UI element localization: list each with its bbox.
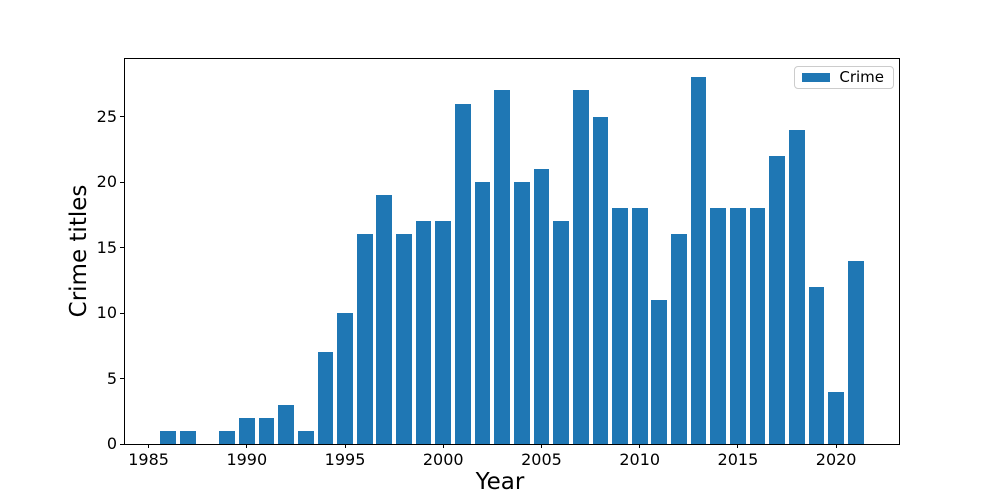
bar-2012 bbox=[671, 234, 687, 444]
bar-2008 bbox=[592, 116, 609, 444]
bar-2013 bbox=[690, 77, 707, 444]
y-tick-mark-25 bbox=[120, 116, 124, 118]
x-tick-label-2010: 2010 bbox=[619, 450, 661, 469]
x-tick-label-2020: 2020 bbox=[815, 450, 857, 469]
x-tick-label-1990: 1990 bbox=[226, 450, 268, 469]
bar-1999 bbox=[415, 221, 432, 444]
x-tick-mark-1995 bbox=[344, 444, 346, 448]
x-tick-mark-2020 bbox=[835, 444, 837, 448]
bar-2006 bbox=[553, 221, 569, 444]
bar-1993 bbox=[297, 430, 314, 444]
bar-1990 bbox=[238, 417, 255, 444]
y-tick-label-15: 15 bbox=[96, 237, 117, 257]
bar-2014 bbox=[710, 208, 727, 444]
x-axis-label: Year bbox=[475, 469, 525, 495]
bar-2018 bbox=[788, 129, 805, 444]
bar-2010 bbox=[631, 208, 648, 444]
bar-2016 bbox=[749, 208, 766, 444]
bar-2019 bbox=[808, 286, 825, 444]
x-tick-mark-2010 bbox=[639, 444, 641, 448]
bar-2001 bbox=[455, 103, 471, 444]
y-tick-label-0: 0 bbox=[106, 434, 117, 453]
y-tick-label-10: 10 bbox=[96, 303, 117, 323]
x-tick-mark-2000 bbox=[442, 444, 444, 448]
x-tick-label-2015: 2015 bbox=[717, 450, 759, 469]
bar-2015 bbox=[730, 208, 746, 444]
bar-2003 bbox=[494, 90, 511, 444]
legend-label: Crime bbox=[839, 68, 884, 86]
bar-1991 bbox=[258, 417, 275, 444]
bar-2005 bbox=[533, 169, 550, 444]
y-tick-mark-0 bbox=[120, 443, 124, 445]
bar-2007 bbox=[572, 90, 589, 444]
bar-2021 bbox=[847, 260, 864, 444]
bar-1992 bbox=[278, 404, 294, 444]
bar-2020 bbox=[828, 391, 844, 444]
y-tick-mark-20 bbox=[120, 181, 124, 183]
x-tick-label-1995: 1995 bbox=[324, 450, 366, 469]
legend-swatch-icon bbox=[802, 73, 831, 82]
y-tick-mark-10 bbox=[120, 312, 124, 314]
bar-2004 bbox=[513, 182, 530, 444]
bar-2000 bbox=[435, 221, 452, 444]
bar-1994 bbox=[317, 352, 334, 444]
bar-2009 bbox=[612, 208, 628, 444]
x-tick-mark-2005 bbox=[540, 444, 542, 448]
bar-1995 bbox=[337, 313, 353, 444]
y-axis-label: Crime titles bbox=[66, 184, 92, 318]
y-tick-label-25: 25 bbox=[96, 106, 117, 126]
bar-2011 bbox=[651, 299, 668, 444]
x-tick-label-2005: 2005 bbox=[521, 450, 562, 469]
plot-area: Crime bbox=[124, 58, 900, 445]
x-tick-mark-1985 bbox=[148, 444, 150, 448]
legend: Crime bbox=[794, 66, 894, 89]
bar-1989 bbox=[219, 430, 235, 444]
y-tick-label-20: 20 bbox=[96, 172, 117, 192]
bar-1987 bbox=[180, 430, 196, 444]
y-tick-mark-5 bbox=[120, 378, 124, 380]
bars-layer bbox=[125, 59, 899, 444]
bar-1998 bbox=[396, 234, 412, 444]
x-tick-mark-1990 bbox=[246, 444, 248, 448]
y-tick-mark-15 bbox=[120, 247, 124, 249]
x-tick-label-2000: 2000 bbox=[422, 450, 464, 469]
bar-1986 bbox=[160, 430, 177, 444]
bar-2017 bbox=[769, 155, 786, 444]
bar-1996 bbox=[356, 234, 373, 444]
bar-2002 bbox=[474, 182, 491, 444]
x-tick-label-1985: 1985 bbox=[128, 450, 169, 469]
x-tick-mark-2015 bbox=[737, 444, 739, 448]
y-tick-label-5: 5 bbox=[106, 368, 117, 388]
bar-1997 bbox=[376, 195, 393, 444]
